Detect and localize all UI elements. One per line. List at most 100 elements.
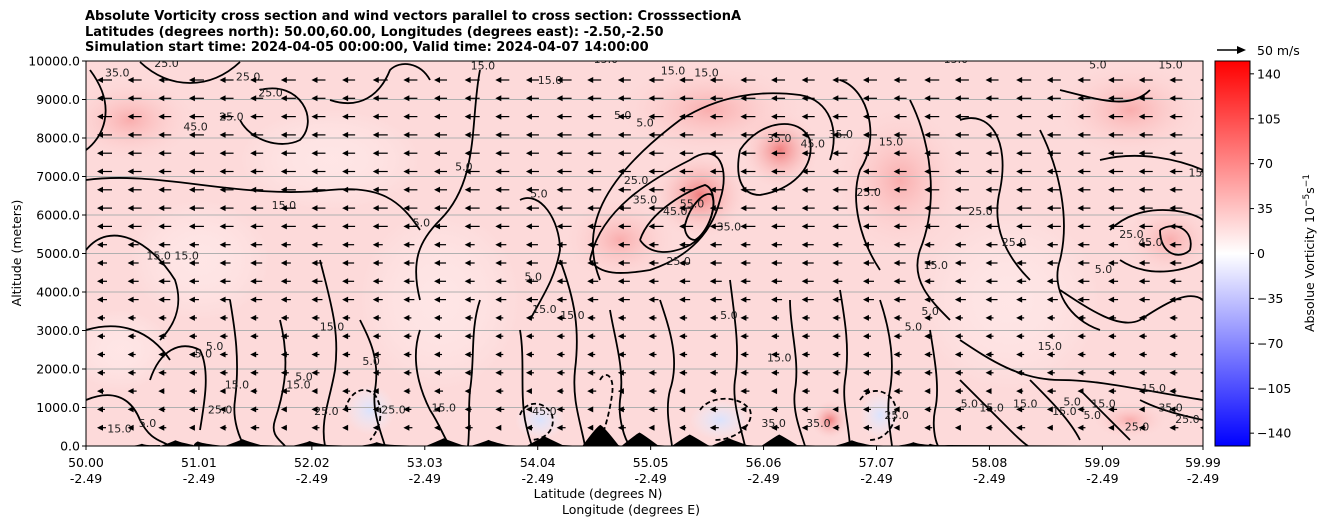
wind-vector-head	[1016, 168, 1023, 175]
wind-vector-head	[250, 369, 257, 376]
wind-vector-head	[1016, 95, 1023, 102]
x-tick-label-lon: -2.49	[1187, 471, 1219, 486]
wind-vector-head	[97, 351, 103, 358]
wind-vector-head	[1138, 223, 1145, 230]
wind-vector-head	[403, 168, 410, 175]
wind-vector-head	[924, 296, 931, 303]
wind-vector-head	[1108, 223, 1115, 230]
wind-vector-head	[587, 186, 594, 193]
wind-vector-head	[801, 314, 808, 321]
wind-vector-head	[158, 113, 165, 120]
wind-vector-head	[556, 168, 563, 175]
wind-vector-head	[495, 241, 502, 248]
wind-vector-head	[188, 113, 195, 120]
contour-label: 25.0	[1125, 421, 1150, 434]
wind-vector-head	[525, 77, 532, 83]
wind-vector-head	[188, 369, 195, 376]
wind-vector-head	[617, 223, 624, 230]
wind-vector-head	[342, 186, 349, 193]
wind-vector-head	[1200, 206, 1203, 210]
wind-vector-head	[954, 406, 961, 413]
wind-vector-head	[188, 95, 195, 102]
wind-vector-head	[648, 333, 655, 340]
wind-vector-head	[954, 241, 961, 248]
colorbar-label-unit: s	[1302, 187, 1317, 194]
wind-vector-head	[250, 223, 257, 230]
wind-vector-head	[679, 95, 686, 102]
wind-vector-head	[679, 241, 686, 248]
wind-vector-head	[617, 150, 624, 157]
wind-vector-head	[801, 113, 808, 120]
y-tick-label: 5000.0	[36, 246, 80, 261]
wind-vector-head	[127, 168, 134, 175]
wind-vector-head	[464, 296, 471, 303]
wind-vector-head	[648, 424, 655, 431]
wind-vector-head	[771, 314, 778, 321]
wind-vector-head	[771, 95, 778, 102]
wind-vector-head	[311, 314, 318, 321]
wind-vector-head	[434, 131, 441, 138]
wind-vector-head	[556, 150, 563, 157]
wind-vector-head	[403, 406, 410, 413]
wind-vector-head	[1138, 424, 1145, 431]
wind-vector-head	[372, 223, 379, 230]
wind-vector-head	[1200, 78, 1203, 82]
contour-label: 25.0	[1175, 413, 1200, 426]
wind-vector-head	[617, 186, 624, 193]
wind-vector-head	[342, 77, 349, 83]
wind-vector-head	[525, 388, 532, 395]
wind-vector-head	[985, 168, 992, 175]
wind-vector-head	[587, 95, 594, 102]
wind-vector-head	[158, 406, 165, 413]
wind-vector-head	[924, 113, 931, 120]
wind-vector-head	[801, 131, 808, 138]
wind-vector-head	[1108, 168, 1115, 175]
wind-vector-head	[403, 333, 410, 340]
wind-vector-head	[97, 205, 103, 212]
wind-vector-head	[1077, 241, 1084, 248]
x-tick-label-lat: 50.00	[68, 455, 104, 470]
wind-vector-head	[1169, 260, 1176, 266]
wind-vector-head	[893, 95, 900, 102]
wind-vector-head	[587, 424, 594, 431]
wind-vector-head	[862, 168, 869, 175]
wind-vector-head	[342, 113, 349, 120]
contour-label: 25.0	[666, 255, 691, 268]
colorbar-tick-label: −35	[1257, 291, 1283, 306]
wind-vector-head	[954, 296, 961, 303]
wind-vector-head	[832, 296, 839, 303]
wind-vector-head	[893, 406, 900, 413]
wind-vector-head	[893, 369, 900, 376]
wind-vector-head	[1046, 77, 1053, 83]
wind-vector-head	[801, 205, 808, 212]
wind-vector-head	[893, 278, 900, 285]
wind-vector-head	[1016, 278, 1023, 285]
y-axis-label: Altitude (meters)	[9, 200, 24, 307]
wind-vector-head	[158, 223, 165, 230]
wind-vector-head	[1200, 96, 1203, 100]
wind-vector-head	[740, 406, 747, 413]
contour-label: 35.0	[761, 417, 786, 430]
wind-vector-head	[280, 296, 287, 303]
wind-vector-head	[1108, 260, 1115, 266]
wind-vector-head	[954, 278, 961, 285]
wind-vector-head	[127, 223, 134, 230]
wind-vector-head	[648, 296, 655, 303]
wind-vector-head	[464, 314, 471, 321]
wind-vector-head	[403, 388, 410, 395]
wind-vector-head	[1200, 243, 1203, 247]
wind-vector-head	[832, 223, 839, 230]
wind-vector-head	[801, 186, 808, 193]
wind-vector-head	[434, 168, 441, 175]
contour-label: 35.0	[767, 132, 792, 145]
y-tick-label: 1000.0	[36, 400, 80, 415]
colorbar-tick-label: 35	[1257, 201, 1273, 216]
x-tick-label-lon: -2.49	[973, 471, 1005, 486]
x-tick-label-lat: 58.08	[972, 455, 1008, 470]
wind-vector-head	[648, 150, 655, 157]
wind-vector-head	[127, 424, 134, 431]
wind-vector-head	[434, 369, 441, 376]
wind-vector-head	[188, 131, 195, 138]
wind-vector-head	[127, 260, 134, 266]
wind-vector-head	[985, 223, 992, 230]
